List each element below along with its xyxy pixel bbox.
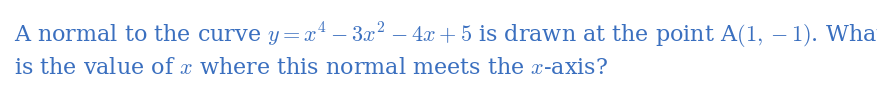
Text: is the value of $x$ where this normal meets the $x$-axis?: is the value of $x$ where this normal me… (14, 57, 608, 79)
Text: A normal to the curve $y = x^4 - 3x^2 - 4x + 5$ is drawn at the point A$(1, -1)$: A normal to the curve $y = x^4 - 3x^2 - … (14, 21, 877, 51)
